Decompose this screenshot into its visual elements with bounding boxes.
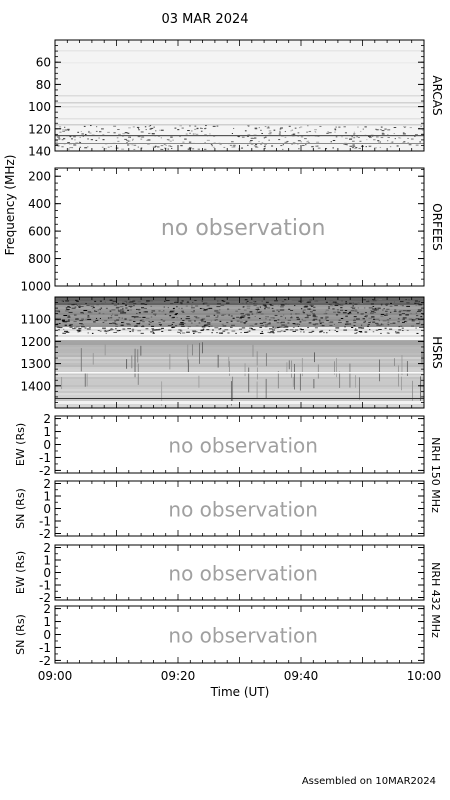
hsrs-spectrogram-image bbox=[55, 297, 424, 408]
panel-orfees-ytick-label: 600 bbox=[28, 225, 51, 239]
panel-nrh432sn-no-observation: no observation bbox=[168, 624, 318, 648]
panel-nrh150sn-ytick-label: 2 bbox=[43, 477, 51, 491]
panel-nrh150sn-ytick-label: 1 bbox=[43, 490, 51, 504]
panel-nrh150sn: 210-1-2 no observation SN (Rs) bbox=[14, 477, 425, 541]
x-tick-label: 10:00 bbox=[407, 669, 442, 683]
panel-nrh432ew-ytick-label: -2 bbox=[39, 591, 51, 605]
panel-nrh432sn-ylabel: SN (Rs) bbox=[14, 614, 27, 655]
panel-nrh432sn-ytick-label: 1 bbox=[43, 615, 51, 629]
panel-nrh150sn-ytick-label: 0 bbox=[43, 502, 51, 516]
panel-nrh150sn-ylabel: SN (Rs) bbox=[14, 488, 27, 529]
panel-nrh432sn-ytick-label: 2 bbox=[43, 602, 51, 616]
panel-nrh432ew-ytick-label: 2 bbox=[43, 541, 51, 555]
panel-arcas: 60 80 100 120 140 ARCAS bbox=[28, 39, 444, 159]
figure-title: 03 MAR 2024 bbox=[161, 12, 248, 27]
panel-hsrs-name: HSRS bbox=[430, 336, 444, 369]
panel-orfees-ytick-label: 800 bbox=[28, 252, 51, 266]
panel-nrh432sn: 210-1-2 no observation SN (Rs) bbox=[14, 602, 425, 668]
x-tick-label: 09:20 bbox=[161, 669, 196, 683]
panel-nrh150sn-no-observation: no observation bbox=[168, 498, 318, 522]
panel-nrh432ew-no-observation: no observation bbox=[168, 562, 318, 586]
panel-nrh432ew-ylabel: EW (Rs) bbox=[14, 551, 27, 594]
panel-arcas-ytick-label: 100 bbox=[28, 100, 51, 114]
panel-orfees-ytick-label: 200 bbox=[28, 170, 51, 184]
panel-nrh432sn-ytick-label: -1 bbox=[39, 641, 51, 655]
x-tick-label: 09:00 bbox=[38, 669, 73, 683]
panel-orfees-ytick-label: 400 bbox=[28, 197, 51, 211]
panel-nrh150ew-ylabel: EW (Rs) bbox=[14, 423, 27, 466]
time-axis: 09:00 09:20 09:40 10:00 bbox=[38, 669, 442, 683]
panel-nrh432sn-ytick-label: -2 bbox=[39, 654, 51, 668]
panel-nrh150ew-ytick-label: 0 bbox=[43, 438, 51, 452]
panel-hsrs-ytick-label: 1200 bbox=[20, 335, 51, 349]
panel-hsrs: 1100 1200 1300 1400 HSRS bbox=[20, 296, 444, 409]
panel-arcas-ytick-label: 140 bbox=[28, 145, 51, 159]
panel-nrh150ew-ytick-label: 1 bbox=[43, 425, 51, 439]
panel-hsrs-ytick-label: 1300 bbox=[20, 357, 51, 371]
panel-nrh150ew-no-observation: no observation bbox=[168, 434, 318, 458]
panel-orfees-name: ORFEES bbox=[430, 203, 444, 250]
nrh-150-label: NRH 150 MHz bbox=[429, 437, 442, 513]
panel-orfees-no-observation: no observation bbox=[161, 216, 326, 241]
panel-nrh150ew: 210-1-2 no observation EW (Rs) bbox=[14, 412, 425, 478]
frequency-axis-label: Frequency (MHz) bbox=[3, 155, 17, 256]
panel-orfees-ytick-label: 1000 bbox=[20, 280, 51, 294]
panel-arcas-ytick-label: 60 bbox=[36, 56, 51, 70]
panel-arcas-ytick-label: 120 bbox=[28, 122, 51, 136]
arcas-spectrogram-image bbox=[55, 40, 424, 151]
panel-nrh150ew-ytick-label: -2 bbox=[39, 464, 51, 478]
x-tick-label: 09:40 bbox=[284, 669, 319, 683]
panel-nrh432ew: 210-1-2 no observation EW (Rs) bbox=[14, 541, 425, 605]
panel-nrh432ew-ytick-label: -1 bbox=[39, 579, 51, 593]
panel-nrh150ew-ytick-label: 2 bbox=[43, 412, 51, 426]
panel-nrh432ew-ytick-label: 1 bbox=[43, 554, 51, 568]
nrh-432-label: NRH 432 MHz bbox=[429, 562, 442, 638]
panel-arcas-ytick-label: 80 bbox=[36, 78, 51, 92]
panel-nrh150ew-ytick-label: -1 bbox=[39, 451, 51, 465]
panel-nrh150sn-ytick-label: -1 bbox=[39, 515, 51, 529]
panel-hsrs-ytick-label: 1400 bbox=[20, 379, 51, 393]
panel-arcas-name: ARCAS bbox=[430, 75, 444, 115]
assembled-note: Assembled on 10MAR2024 bbox=[302, 776, 436, 787]
panel-orfees: 200 400 600 800 1000 no observation ORFEES bbox=[20, 167, 444, 294]
panel-hsrs-ytick-label: 1100 bbox=[20, 313, 51, 327]
panel-nrh432sn-ytick-label: 0 bbox=[43, 628, 51, 642]
panel-nrh432ew-ytick-label: 0 bbox=[43, 566, 51, 580]
x-axis-label: Time (UT) bbox=[210, 685, 270, 699]
panel-nrh150sn-ytick-label: -2 bbox=[39, 527, 51, 541]
